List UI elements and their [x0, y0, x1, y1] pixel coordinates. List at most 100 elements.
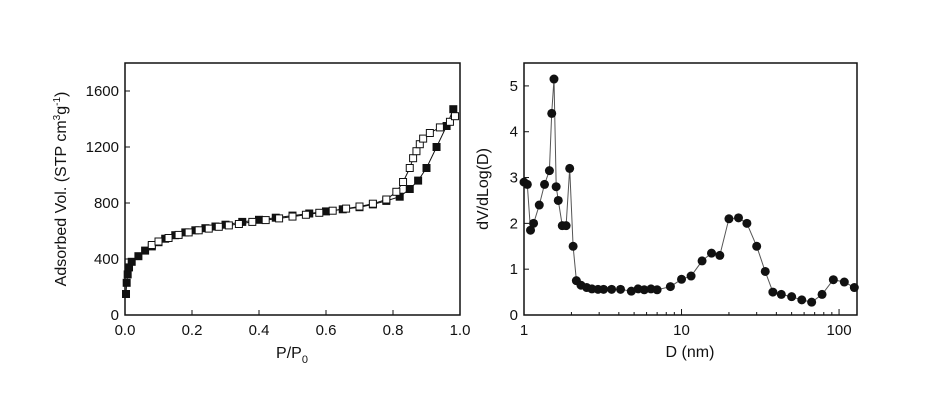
desorption-point [425, 129, 434, 137]
pore-size-plot-frame [523, 62, 858, 316]
adsorption-point [255, 215, 263, 224]
desorption-point [328, 206, 337, 215]
adsorption-point [449, 105, 458, 114]
desorption-point [288, 212, 297, 221]
desorption-point [174, 230, 183, 239]
pore-size-point [797, 295, 807, 305]
desorption-point [301, 210, 310, 219]
desorption-point [147, 241, 156, 249]
pore-size-point [742, 218, 752, 228]
adsorption-point [414, 176, 423, 185]
adsorption-point [127, 257, 136, 266]
pore-size-point [807, 297, 817, 307]
isotherm-x-tick-label: 0.6 [316, 322, 337, 339]
desorption-point [405, 164, 414, 172]
desorption-point [234, 220, 243, 228]
pore-size-point [665, 282, 675, 292]
isotherm-x-tick-label: 0.4 [249, 322, 270, 339]
desorption-point [450, 112, 459, 121]
pore-size-point [626, 286, 636, 296]
pore-size-point [817, 289, 827, 299]
pore-size-point [697, 256, 707, 266]
pore-size-y-tick-label: 5 [510, 78, 518, 95]
desorption-point [382, 195, 391, 204]
desorption-point [435, 123, 444, 132]
isotherm-x-axis-label: P/P0 [276, 345, 308, 366]
desorption-point [184, 228, 193, 237]
desorption-point [194, 226, 203, 235]
pore-size-point [549, 74, 559, 84]
adsorption-point [432, 143, 441, 151]
desorption-point [248, 217, 257, 226]
isotherm-series-line-0 [125, 109, 454, 295]
adsorption-point [405, 185, 414, 193]
isotherm-plot-frame [124, 62, 461, 316]
pore-size-x-tick-label: 10 [673, 322, 690, 339]
pore-size-point [686, 271, 696, 281]
isotherm-y-tick-label: 400 [94, 251, 119, 268]
pore-size-x-tick-label: 100 [827, 322, 852, 339]
pore-size-point [760, 266, 770, 276]
desorption-point [154, 237, 163, 246]
pore-size-point [616, 284, 626, 294]
desorption-point [355, 202, 364, 211]
desorption-point [204, 224, 213, 233]
pore-size-point [540, 179, 550, 189]
pore-size-point [639, 285, 649, 295]
adsorption-point [322, 207, 330, 216]
pore-size-point [522, 179, 532, 189]
isotherm-y-axis-label: Adsorbed Vol. (STP cm3g-1) [52, 92, 70, 287]
isotherm-axis-ticks: 0.0 0.2 0.4 0.6 0.8 1.0 0 400 800 1200 1600 [86, 83, 471, 339]
pore-size-point [607, 284, 617, 294]
pore-size-point [787, 292, 797, 302]
adsorption-point [122, 278, 131, 287]
isotherm-x-tick-label: 0.8 [383, 322, 404, 339]
pore-size-point [553, 195, 563, 205]
pore-size-point [707, 248, 717, 258]
desorption-point [214, 222, 223, 231]
pore-size-point [547, 108, 557, 118]
desorption-point [164, 234, 173, 242]
adsorption-point [422, 164, 431, 172]
isotherm-y-tick-label: 0 [111, 307, 119, 324]
desorption-point [275, 214, 284, 223]
pore-size-point [534, 200, 544, 210]
pore-size-point [839, 277, 849, 287]
pore-size-y-axis-label: dV/dLog(D) [475, 148, 492, 230]
pore-size-point [776, 289, 786, 299]
pore-size-y-tick-label: 2 [510, 215, 518, 232]
pore-size-point [724, 214, 734, 224]
pore-size-point [526, 225, 536, 235]
isotherm-series-lines [125, 109, 456, 295]
isotherm-y-tick-label: 1200 [86, 139, 119, 156]
pore-size-series-lines [523, 78, 855, 303]
pore-size-y-tick-label: 4 [510, 124, 518, 141]
pore-size-y-tick-label: 3 [510, 170, 518, 187]
adsorption-point [134, 252, 143, 261]
pore-size-point [551, 182, 561, 192]
pore-size-point [565, 163, 575, 173]
pore-size-point [561, 221, 571, 231]
pore-size-y-tick-label: 0 [510, 307, 518, 324]
desorption-point [445, 117, 454, 126]
isotherm-x-tick-label: 1.0 [450, 322, 471, 339]
desorption-point [409, 154, 418, 163]
desorption-point [419, 134, 428, 143]
desorption-point [261, 216, 270, 225]
desorption-point [399, 178, 408, 186]
pore-size-point [529, 218, 539, 228]
pore-size-point [828, 275, 838, 285]
pore-size-point [544, 166, 554, 176]
pore-size-point [715, 250, 725, 260]
desorption-point [224, 221, 233, 230]
pore-size-series-points [519, 74, 859, 307]
isotherm-series-line-1 [151, 115, 456, 246]
adsorption-point [141, 246, 150, 255]
desorption-point [412, 147, 421, 156]
adsorption-point [122, 290, 131, 298]
pore-size-point [849, 283, 859, 293]
pore-size-y-tick-label: 1 [510, 261, 518, 278]
